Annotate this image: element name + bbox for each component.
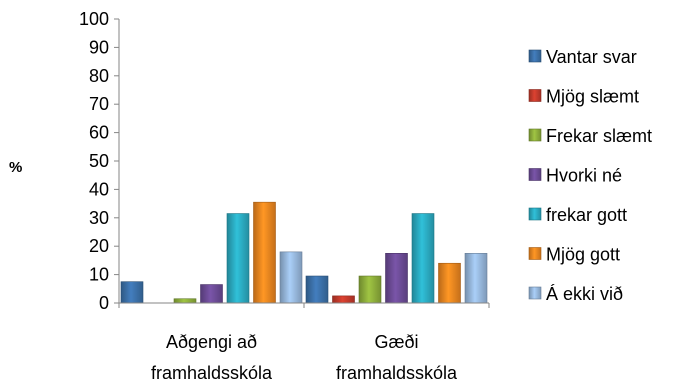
y-tick-label: 10 [89,265,109,285]
legend: Vantar svar Mjög slæmt Frekar slæmt Hvorki … [528,47,652,304]
bar [120,281,144,304]
axes [118,19,490,308]
legend-label: frekar gott [546,205,627,225]
legend-swatch [528,207,542,221]
y-tick-label: 0 [99,293,109,313]
legend-swatch [528,168,542,181]
bar [305,275,329,304]
category-label: Gæði [374,332,418,352]
y-axis-label: % [9,159,22,176]
bar [438,262,461,304]
legend-swatch [528,128,542,142]
bar [226,213,250,304]
y-tick-label: 30 [89,208,109,228]
y-tick-label: 20 [89,236,109,256]
y-tick-label: 80 [89,66,109,86]
bar [385,253,408,304]
y-tick-label: 100 [79,9,109,29]
bar [332,295,355,304]
legend-label: Mjög slæmt [546,87,639,107]
y-tick-label: 70 [89,94,109,114]
legend-label: Vantar svar [546,47,637,67]
bar [464,253,488,304]
legend-label: Frekar slæmt [546,126,652,146]
y-tick-label: 90 [89,37,109,57]
y-axis-ticks: 0 10 20 30 40 50 60 70 80 90 100 [79,9,119,313]
bar [279,251,303,304]
x-axis-categories: Aðgengi að framhaldsskóla Gæði framhaldsskó… [151,332,458,383]
bar [358,275,382,304]
legend-label: Hvorki né [546,166,622,186]
bar [253,201,276,304]
legend-swatch [528,89,542,102]
category-label: framhaldsskóla [336,363,458,383]
legend-label: Mjög gott [546,245,620,265]
category-label: Aðgengi að [166,332,257,352]
bars-group [120,201,488,304]
bar [200,284,223,304]
y-tick-label: 60 [89,123,109,143]
bar [411,213,435,304]
y-tick-label: 40 [89,179,109,199]
legend-swatch [528,247,542,260]
legend-swatch [528,286,542,300]
category-label: framhaldsskóla [151,363,273,383]
legend-label: Á ekki við [546,284,623,304]
y-tick-label: 50 [89,151,109,171]
legend-swatch [528,49,542,63]
bar [173,298,197,304]
